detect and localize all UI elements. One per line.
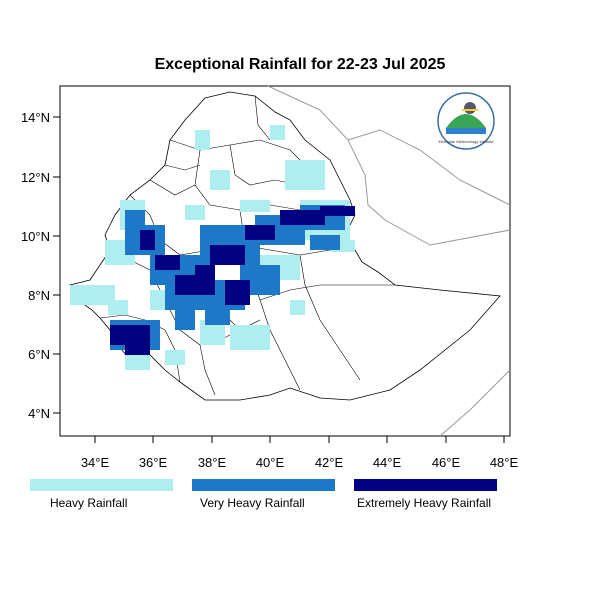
- y-tick-label: 12°N: [21, 170, 50, 185]
- emi-logo-icon: Ethiopian Meteorology Institute: [437, 92, 495, 150]
- y-tick-label: 6°N: [28, 347, 50, 362]
- neighbor-boundaries: [267, 85, 511, 437]
- legend-swatch-heavy: [30, 479, 173, 491]
- svg-text:Ethiopian Meteorology Institut: Ethiopian Meteorology Institute: [439, 139, 495, 144]
- y-axis-labels: 14°N 12°N 10°N 8°N 6°N 4°N: [21, 110, 50, 421]
- x-tick-label: 36°E: [139, 455, 168, 470]
- map-title: Exceptional Rainfall for 22-23 Jul 2025: [154, 56, 446, 73]
- y-axis-ticks: [53, 116, 60, 414]
- x-tick-label: 38°E: [198, 455, 227, 470]
- x-tick-label: 44°E: [373, 455, 402, 470]
- legend-swatch-extreme: [354, 479, 497, 491]
- legend-label-extreme: Extremely Heavy Rainfall: [357, 496, 492, 510]
- legend-label-heavy: Heavy Rainfall: [50, 496, 128, 510]
- extreme-rainfall-area: [110, 206, 355, 355]
- y-tick-label: 14°N: [21, 110, 50, 125]
- x-tick-label: 42°E: [315, 455, 344, 470]
- x-tick-label: 48°E: [490, 455, 519, 470]
- x-axis-labels: 34°E 36°E 38°E 40°E 42°E 44°E 46°E 48°E: [81, 455, 519, 470]
- y-tick-label: 8°N: [28, 288, 50, 303]
- x-tick-label: 40°E: [256, 455, 285, 470]
- y-tick-label: 10°N: [21, 229, 50, 244]
- x-tick-label: 46°E: [432, 455, 461, 470]
- y-tick-label: 4°N: [28, 406, 50, 421]
- legend-swatch-very-heavy: [192, 479, 335, 491]
- x-tick-label: 34°E: [81, 455, 110, 470]
- x-axis-ticks: [94, 436, 505, 443]
- legend-label-very-heavy: Very Heavy Rainfall: [200, 496, 305, 510]
